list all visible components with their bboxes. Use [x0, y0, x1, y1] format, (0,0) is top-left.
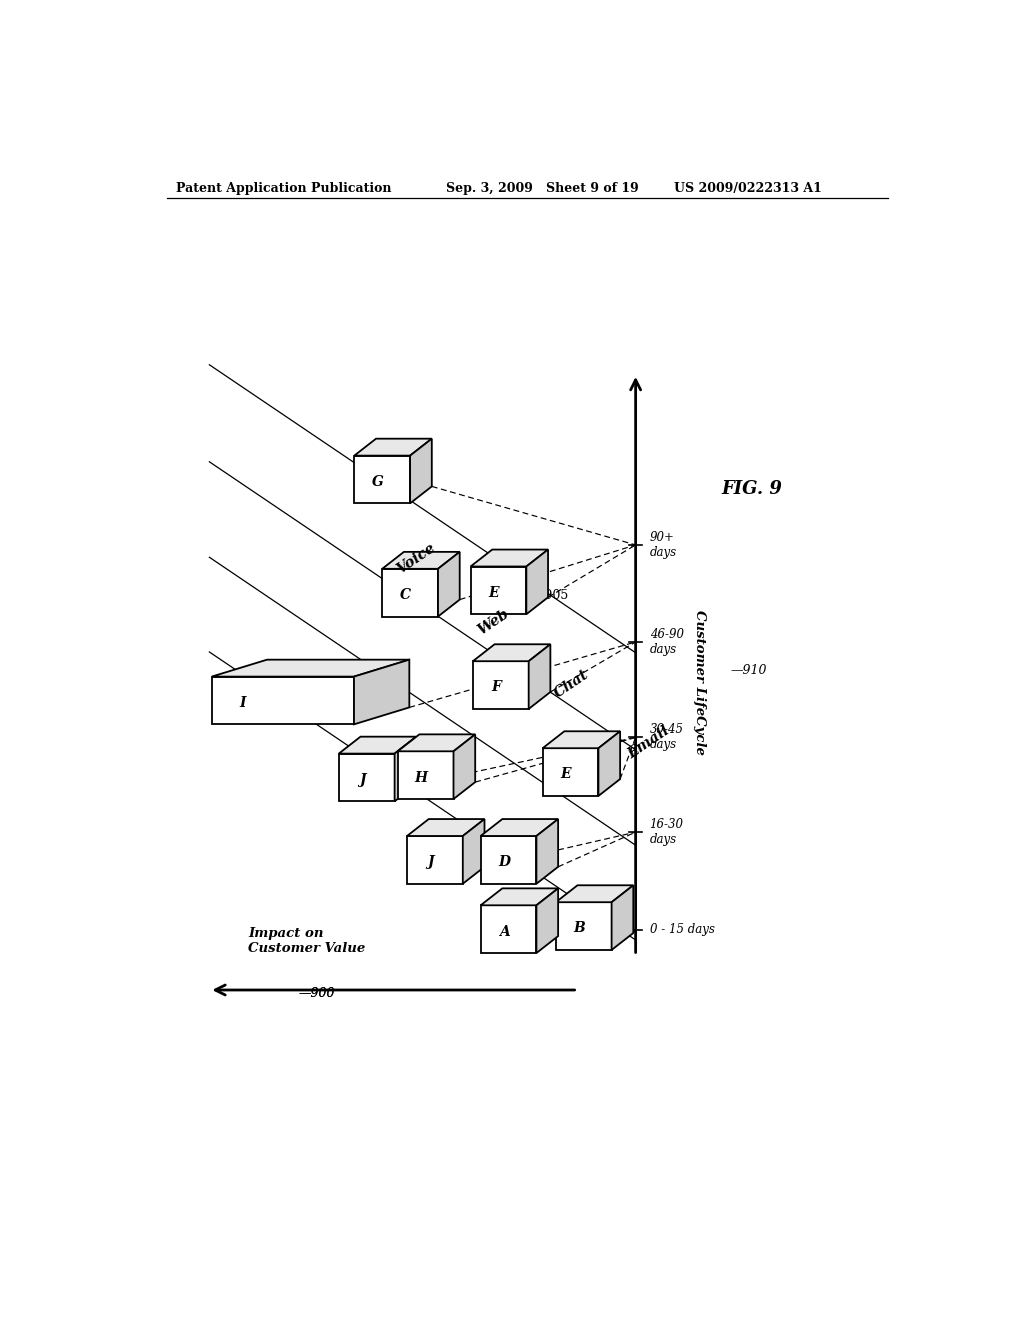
- Polygon shape: [212, 660, 410, 677]
- Polygon shape: [611, 886, 633, 950]
- Text: Sep. 3, 2009   Sheet 9 of 19: Sep. 3, 2009 Sheet 9 of 19: [445, 182, 639, 194]
- Polygon shape: [480, 818, 558, 836]
- Polygon shape: [454, 734, 475, 799]
- Polygon shape: [480, 906, 537, 953]
- Text: I: I: [240, 696, 246, 710]
- Polygon shape: [556, 903, 611, 950]
- Polygon shape: [528, 644, 550, 709]
- Text: B: B: [573, 921, 585, 936]
- Polygon shape: [339, 754, 394, 801]
- Text: Voice: Voice: [394, 541, 438, 577]
- Polygon shape: [382, 552, 460, 569]
- Text: Customer LifeCycle: Customer LifeCycle: [693, 610, 707, 755]
- Text: Chat: Chat: [552, 667, 591, 700]
- Polygon shape: [397, 751, 454, 799]
- Polygon shape: [382, 569, 438, 616]
- Polygon shape: [397, 734, 475, 751]
- Polygon shape: [537, 818, 558, 884]
- Polygon shape: [394, 737, 417, 801]
- Text: —910: —910: [731, 664, 767, 677]
- Polygon shape: [410, 438, 432, 503]
- Text: —905: —905: [532, 589, 568, 602]
- Text: A: A: [499, 924, 509, 939]
- Polygon shape: [543, 731, 621, 748]
- Polygon shape: [537, 888, 558, 953]
- Text: F: F: [492, 681, 502, 694]
- Polygon shape: [438, 552, 460, 616]
- Polygon shape: [354, 438, 432, 455]
- Text: 30-45
days: 30-45 days: [649, 723, 684, 751]
- Text: 16-30
days: 16-30 days: [649, 818, 684, 846]
- Polygon shape: [480, 888, 558, 906]
- Text: US 2009/0222313 A1: US 2009/0222313 A1: [675, 182, 822, 194]
- Text: FIG. 9: FIG. 9: [722, 480, 782, 499]
- Text: Impact on
Customer Value: Impact on Customer Value: [248, 928, 366, 956]
- Text: H: H: [415, 771, 428, 784]
- Polygon shape: [354, 660, 410, 725]
- Text: J: J: [359, 774, 366, 787]
- Text: 90+
days: 90+ days: [649, 531, 677, 558]
- Text: 46-90
days: 46-90 days: [649, 628, 684, 656]
- Text: —900: —900: [299, 987, 335, 1001]
- Text: Patent Application Publication: Patent Application Publication: [176, 182, 391, 194]
- Text: E: E: [488, 586, 500, 599]
- Polygon shape: [471, 549, 548, 566]
- Polygon shape: [407, 836, 463, 884]
- Text: G: G: [372, 475, 384, 488]
- Polygon shape: [463, 818, 484, 884]
- Text: D: D: [498, 855, 510, 870]
- Text: Email: Email: [626, 723, 672, 762]
- Polygon shape: [480, 836, 537, 884]
- Text: —900: —900: [299, 987, 335, 1001]
- Text: J: J: [427, 855, 434, 870]
- Polygon shape: [212, 677, 354, 725]
- Polygon shape: [543, 748, 598, 796]
- Polygon shape: [526, 549, 548, 614]
- Polygon shape: [473, 661, 528, 709]
- Polygon shape: [339, 737, 417, 754]
- Polygon shape: [598, 731, 621, 796]
- Text: E: E: [561, 767, 571, 781]
- Text: 0 - 15 days: 0 - 15 days: [649, 924, 715, 936]
- Text: C: C: [400, 589, 411, 602]
- Text: Web: Web: [475, 606, 512, 638]
- Polygon shape: [471, 566, 526, 614]
- Polygon shape: [354, 455, 410, 503]
- Polygon shape: [407, 818, 484, 836]
- Polygon shape: [473, 644, 550, 661]
- Polygon shape: [556, 886, 633, 903]
